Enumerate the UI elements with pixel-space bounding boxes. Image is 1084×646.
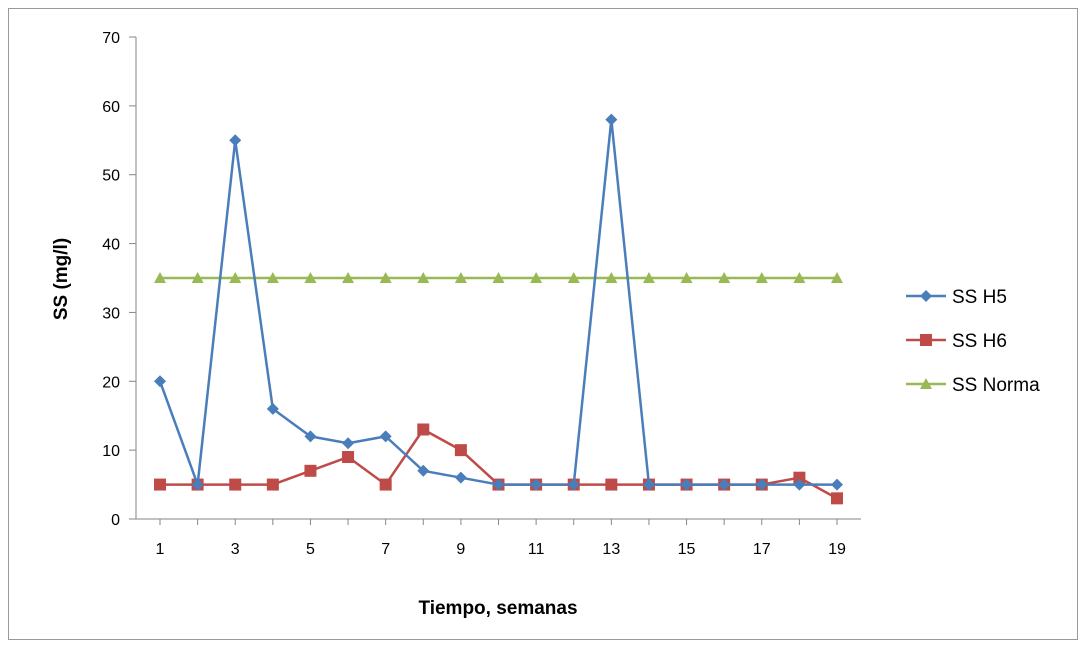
data-point (793, 272, 806, 283)
data-point (154, 375, 166, 388)
data-point (266, 478, 279, 491)
x-axis-title: Tiempo, semanas (418, 598, 577, 619)
data-point (379, 478, 392, 491)
data-point (454, 471, 467, 484)
x-tick-label: 11 (528, 541, 545, 558)
legend-entry: SS H6 (906, 331, 1007, 352)
legend-entry: SS H5 (906, 287, 1007, 308)
data-point (154, 272, 166, 283)
y-tick-label: 0 (111, 512, 120, 529)
data-point (379, 272, 392, 283)
data-point (755, 272, 768, 283)
legend-label: SS H5 (952, 287, 1007, 308)
series-layer (154, 113, 843, 505)
x-tick-label: 19 (828, 541, 846, 558)
x-tick-label: 17 (753, 541, 771, 558)
y-tick-label: 60 (102, 99, 120, 116)
data-point (266, 402, 279, 415)
data-point (530, 272, 543, 283)
y-axis-title: SS (mg/l) (51, 238, 72, 320)
data-point (342, 437, 355, 450)
x-tick-label: 3 (231, 541, 240, 558)
data-point (605, 478, 618, 491)
series-1 (154, 113, 843, 491)
data-point (567, 478, 580, 491)
data-point (831, 272, 843, 283)
data-point (680, 478, 693, 491)
data-point (304, 430, 317, 443)
data-point (417, 423, 430, 436)
data-point (642, 272, 655, 283)
data-point (454, 444, 467, 457)
data-point (191, 272, 204, 283)
data-point (718, 478, 731, 491)
legend-label: SS H6 (952, 331, 1007, 352)
y-tick-label: 20 (102, 374, 120, 391)
data-point (454, 272, 467, 283)
series-line (158, 118, 837, 486)
legend: SS H5 SS H6 SS Norma (906, 287, 1040, 396)
data-point (342, 451, 355, 464)
data-point (642, 478, 655, 491)
x-tick-label: 15 (678, 541, 696, 558)
data-point (831, 492, 843, 505)
y-tick-label: 50 (102, 168, 120, 185)
data-point (793, 471, 806, 484)
x-tick-label: 9 (456, 541, 465, 558)
y-tick-label: 10 (102, 443, 120, 460)
data-point (831, 478, 843, 491)
legend-entry: SS Norma (906, 375, 1040, 396)
data-point (154, 478, 166, 491)
data-point (793, 478, 806, 491)
y-tick-label: 70 (102, 30, 120, 47)
y-tick-label: 30 (102, 305, 120, 322)
data-point (191, 478, 204, 491)
data-point (718, 272, 731, 283)
data-point (492, 272, 505, 283)
data-point (379, 430, 392, 443)
legend-label: SS Norma (952, 375, 1040, 396)
data-point (229, 478, 242, 491)
data-point (229, 272, 242, 283)
data-point (755, 478, 768, 491)
series-2 (154, 423, 843, 505)
data-point (342, 272, 355, 283)
legend-marker (920, 334, 932, 346)
x-tick-label: 1 (156, 541, 165, 558)
data-point (680, 272, 693, 283)
data-point (417, 464, 430, 477)
data-point (605, 113, 618, 126)
data-point (304, 464, 317, 477)
chart-frame: 0 10 20 30 40 50 60 70 1 3 5 7 9 11 13 15 17 19 Tiempo, s… (8, 8, 1078, 640)
legend-marker (920, 378, 932, 389)
data-point (304, 272, 317, 283)
data-point (567, 272, 580, 283)
x-tick-label: 7 (381, 541, 390, 558)
data-point (229, 134, 242, 147)
series-3 (154, 272, 843, 283)
data-point (605, 272, 618, 283)
data-point (530, 478, 543, 491)
data-point (417, 272, 430, 283)
data-point (492, 478, 505, 491)
data-point (266, 272, 279, 283)
x-tick-label: 5 (306, 541, 315, 558)
legend-marker (920, 290, 932, 302)
y-tick-label: 40 (102, 237, 120, 254)
x-tick-label: 13 (602, 541, 620, 558)
